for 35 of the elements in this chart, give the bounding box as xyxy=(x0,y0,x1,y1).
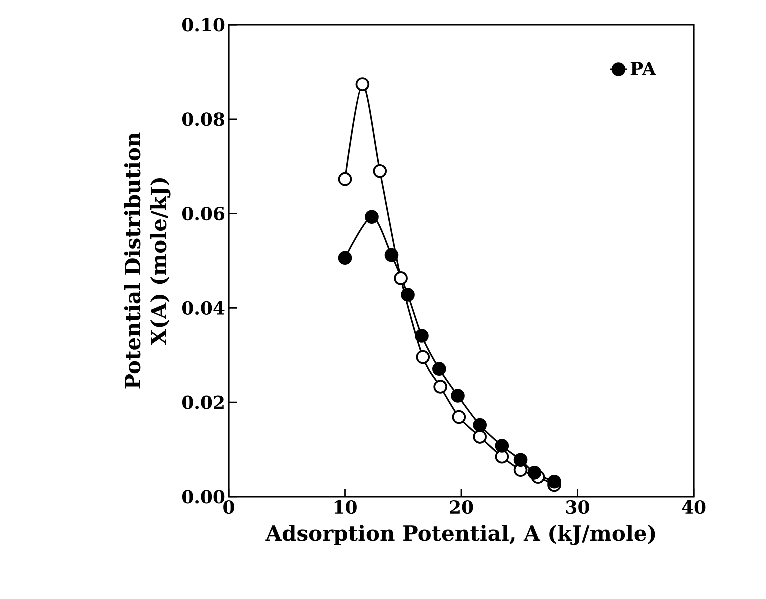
y-axis-title: Potential Distribution X(A) (mole/kJ) xyxy=(124,132,171,389)
y-tick-label: 0.10 xyxy=(182,18,225,32)
y-tick-label: 0.04 xyxy=(182,301,225,315)
point xyxy=(452,410,466,424)
point xyxy=(373,164,388,178)
point xyxy=(495,439,510,453)
point xyxy=(495,450,510,464)
y-tick-label: 0.08 xyxy=(182,112,225,126)
point xyxy=(338,172,352,186)
y-tick-label: 0.00 xyxy=(182,490,225,504)
point xyxy=(394,272,408,286)
point xyxy=(528,466,542,480)
x-tick-label: 20 xyxy=(450,500,474,514)
point xyxy=(338,251,352,266)
legend-label: PA xyxy=(630,62,656,76)
x-tick-label: 0 xyxy=(224,500,234,514)
x-tick-label: 10 xyxy=(334,500,357,514)
point xyxy=(451,389,465,403)
point xyxy=(434,380,448,394)
point xyxy=(384,248,399,262)
point xyxy=(473,430,487,444)
x-tick-label: 40 xyxy=(682,500,706,514)
point xyxy=(432,362,446,376)
point xyxy=(514,453,528,468)
point xyxy=(356,78,370,92)
x-axis-title: Adsorption Potential, A (kJ/mole) xyxy=(266,525,656,546)
point xyxy=(473,418,487,432)
y-tick-label: 0.02 xyxy=(182,396,224,410)
point xyxy=(415,329,429,343)
point xyxy=(365,210,379,224)
point xyxy=(416,350,430,364)
point xyxy=(548,474,562,489)
point xyxy=(401,288,415,302)
y-tick-label: 0.06 xyxy=(182,206,225,221)
x-tick-label: 30 xyxy=(566,500,590,514)
